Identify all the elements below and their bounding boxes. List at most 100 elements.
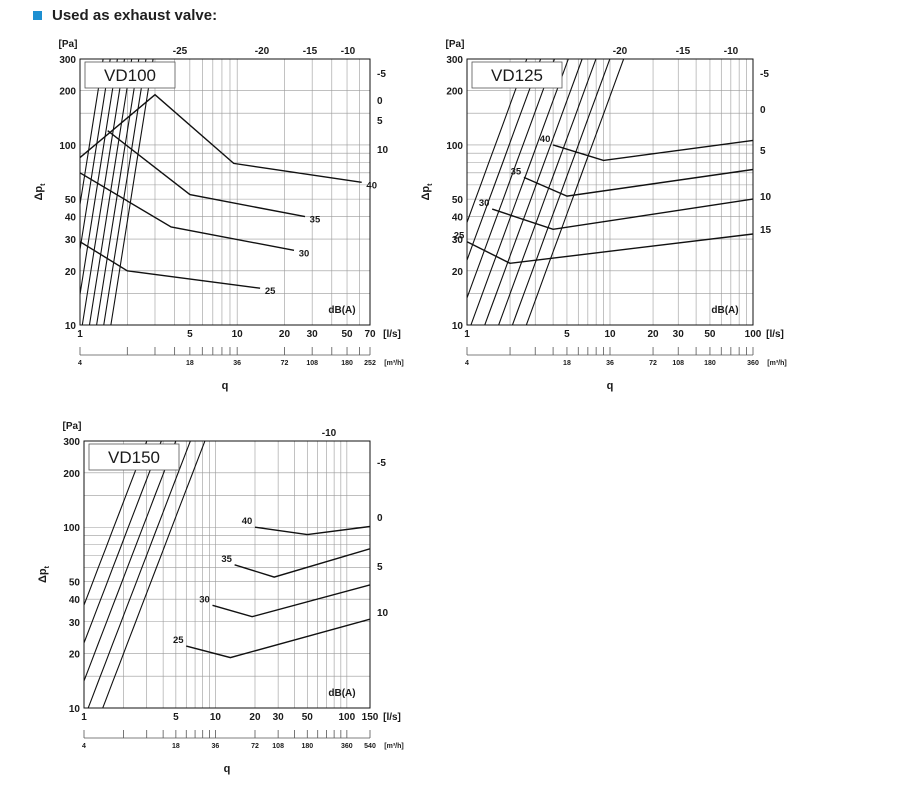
iso-level-label: -20: [255, 46, 270, 57]
noise-curve-40: [80, 93, 362, 183]
x2-tick-label: 72: [281, 360, 289, 367]
x2-tick-label: 360: [747, 360, 759, 367]
y-tick-label: 200: [63, 469, 80, 480]
plot-frame: [466, 58, 754, 326]
y-tick-label: 300: [446, 55, 463, 66]
chart-title: VD100: [104, 66, 156, 85]
y-tick-label: 100: [59, 141, 76, 152]
noise-curve-label: 25: [454, 231, 465, 242]
iso-level-label: -10: [724, 46, 739, 57]
x-tick-label: 5: [187, 329, 193, 340]
iso-line: [84, 441, 162, 644]
noise-curve-label: 35: [310, 215, 321, 226]
chart-title: VD150: [108, 448, 160, 467]
x2-tick-label: 180: [341, 360, 353, 367]
x-tick-label: 10: [210, 712, 222, 723]
noise-curve-label: 40: [540, 134, 551, 145]
iso-level-label: -5: [760, 69, 769, 80]
y-tick-label: 30: [452, 235, 464, 246]
x-unit-label: [l/s]: [383, 329, 401, 340]
iso-level-label: -5: [377, 458, 386, 469]
noise-curve-35: [523, 168, 753, 197]
y-tick-label: 50: [452, 195, 464, 206]
x-tick-label: 30: [307, 329, 319, 340]
y-unit-label: [Pa]: [59, 39, 78, 50]
noise-curve-30: [212, 584, 370, 618]
x-tick-label: 1: [464, 329, 470, 340]
iso-level-label: -15: [303, 46, 318, 57]
iso-line: [81, 59, 126, 325]
x-axis-label: q: [222, 380, 229, 392]
noise-curve-label: 25: [173, 635, 184, 646]
x2-tick-label: 36: [233, 360, 241, 367]
heading-text: Used as exhaust valve:: [52, 6, 218, 24]
x-tick-label: 5: [564, 329, 570, 340]
iso-line: [84, 441, 177, 682]
x2-tick-label: 108: [272, 743, 284, 750]
curve-unit-label: dB(A): [711, 305, 738, 316]
iso-level-label: 0: [760, 105, 766, 116]
y-tick-label: 30: [65, 235, 77, 246]
x-tick-label: 100: [745, 329, 762, 340]
y-tick-label: 20: [65, 267, 77, 278]
noise-curve-label: 40: [366, 180, 377, 191]
x2-tick-label: 360: [341, 743, 353, 750]
noise-curve-label: 35: [221, 554, 232, 565]
noise-curve-label: 30: [199, 594, 210, 605]
bullet-square-icon: [33, 10, 42, 20]
y-tick-label: 20: [69, 650, 81, 661]
iso-level-label: 10: [377, 145, 389, 156]
y-tick-label: 40: [69, 595, 81, 606]
y-tick-label: 10: [65, 321, 77, 332]
x-tick-label: 50: [341, 329, 353, 340]
x-unit-label: [l/s]: [383, 712, 401, 723]
x2-tick-label: 18: [563, 360, 571, 367]
chart-title-box: VD125: [471, 61, 563, 89]
x-tick-label: 30: [273, 712, 285, 723]
x2-unit-label: [m³/h]: [767, 360, 786, 367]
x2-unit-label: [m³/h]: [384, 743, 403, 750]
iso-line: [80, 59, 111, 250]
x-tick-label: 50: [302, 712, 314, 723]
iso-level-label: 5: [760, 146, 766, 157]
noise-curve-label: 30: [299, 248, 310, 259]
noise-curve-label: 30: [479, 198, 490, 209]
noise-curve-30: [80, 172, 295, 251]
iso-level-label: 5: [377, 562, 383, 573]
iso-level-label: -10: [341, 46, 356, 57]
y-tick-label: 50: [69, 578, 81, 589]
x-tick-label: 1: [81, 712, 87, 723]
x-tick-label: 20: [647, 329, 659, 340]
y-tick-label: 50: [65, 195, 77, 206]
iso-line: [511, 59, 611, 325]
iso-level-label: 10: [377, 608, 389, 619]
x2-tick-label: 108: [672, 360, 684, 367]
x-tick-label: 70: [364, 329, 376, 340]
x2-tick-label: 252: [364, 360, 376, 367]
noise-curve-25: [80, 241, 261, 289]
x-tick-label: 10: [604, 329, 616, 340]
x2-unit-label: [m³/h]: [384, 360, 403, 367]
iso-line: [87, 441, 191, 708]
y-tick-label: 300: [63, 437, 80, 448]
y-axis-label-subscript: t: [44, 565, 51, 568]
curve-unit-label: dB(A): [328, 688, 355, 699]
y-axis-label: Δpt: [420, 183, 434, 201]
x-tick-label: 5: [173, 712, 179, 723]
chart-vd100: 40353025VD1003002001005040302010[Pa]Δpt1…: [33, 39, 404, 392]
x2-tick-label: 180: [704, 360, 716, 367]
iso-line: [80, 59, 104, 205]
noise-curve-30: [491, 198, 753, 231]
noise-curve-label: 40: [242, 516, 253, 527]
y-tick-label: 200: [59, 87, 76, 98]
iso-level-label: -5: [377, 69, 386, 80]
x-tick-label: 10: [232, 329, 244, 340]
curve-unit-label: dB(A): [328, 305, 355, 316]
iso-line: [467, 59, 528, 223]
gridlines: [466, 58, 754, 326]
noise-curve-35: [107, 130, 306, 218]
y-tick-label: 300: [59, 55, 76, 66]
x2-tick-label: 180: [301, 743, 313, 750]
chart-vd150: 40353025VD1503002001005040302010[Pa]Δpt1…: [37, 421, 404, 775]
noise-curve-40: [552, 139, 753, 162]
